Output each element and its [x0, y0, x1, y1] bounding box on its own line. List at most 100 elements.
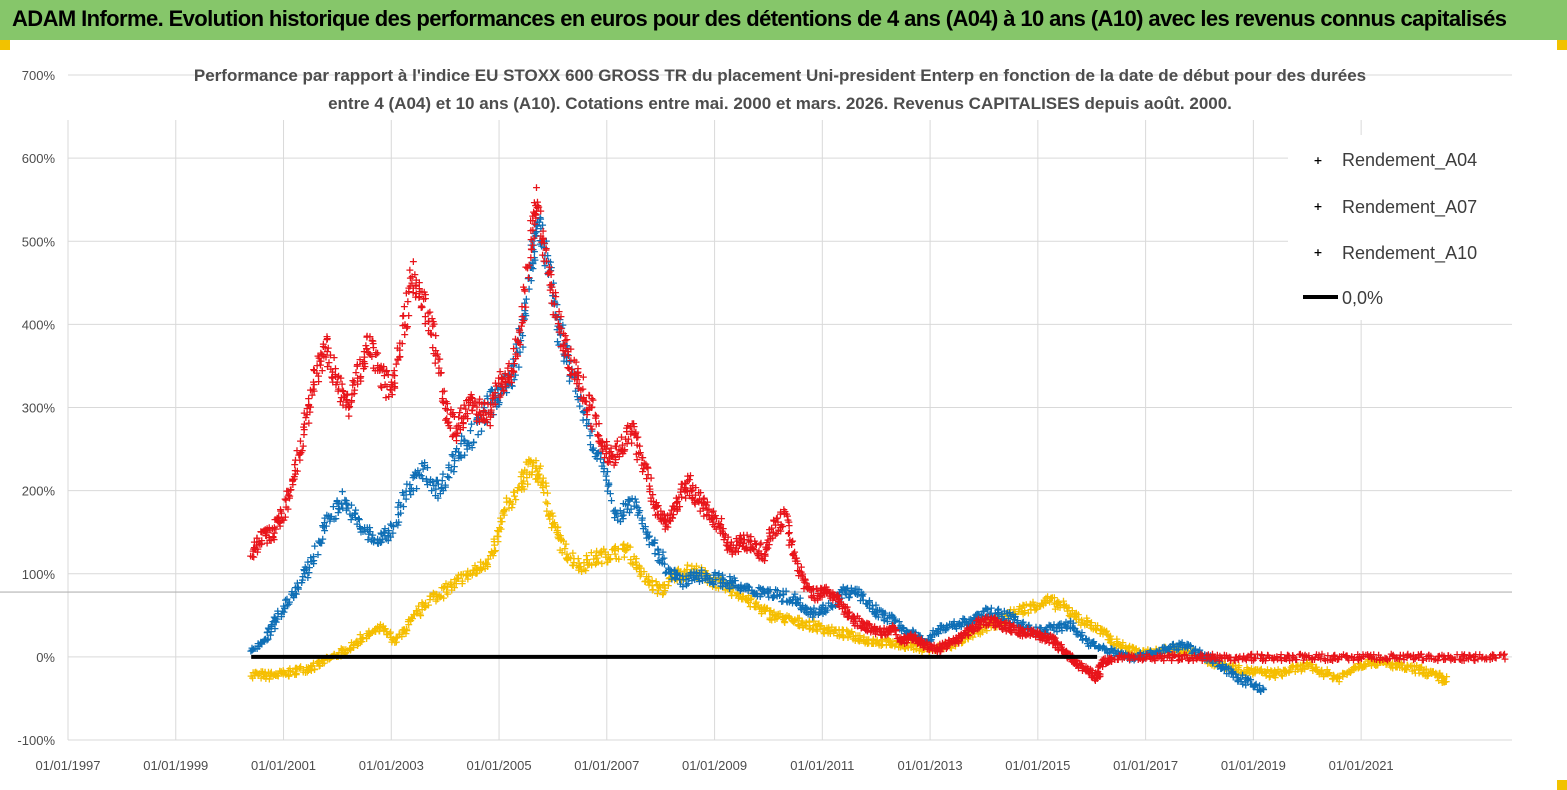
scatter-point: + — [454, 569, 463, 582]
scatter-point: + — [295, 661, 304, 674]
scatter-point: + — [315, 660, 324, 673]
scatter-point: + — [283, 503, 292, 516]
scatter-point: + — [301, 666, 310, 679]
scatter-point: + — [556, 531, 565, 544]
scatter-point: + — [292, 662, 301, 675]
scatter-point: + — [517, 465, 526, 478]
scatter-point: + — [274, 669, 283, 682]
scatter-point: + — [271, 667, 280, 680]
scatter-point: + — [421, 596, 430, 609]
scatter-point: + — [370, 625, 379, 638]
scatter-point: + — [576, 560, 585, 573]
scatter-point: + — [260, 670, 269, 683]
scatter-point: + — [404, 309, 413, 322]
scatter-point: + — [554, 532, 563, 545]
scatter-point: + — [330, 648, 339, 661]
scatter-point: + — [490, 539, 499, 552]
scatter-point: + — [589, 552, 598, 565]
scatter-point: + — [251, 666, 260, 679]
corner-mark-bottom-right — [1557, 780, 1567, 790]
scatter-point: + — [429, 586, 438, 599]
scatter-point: + — [489, 532, 498, 545]
scatter-point: + — [476, 556, 485, 569]
scatter-point: + — [470, 559, 479, 572]
scatter-point: + — [362, 632, 371, 645]
scatter-point: + — [257, 665, 266, 678]
scatter-point: + — [292, 667, 301, 680]
scatter-point: + — [513, 350, 522, 363]
scatter-point: + — [424, 598, 433, 611]
scatter-point: + — [312, 656, 321, 669]
scatter-point: + — [315, 655, 324, 668]
scatter-point: + — [592, 551, 601, 564]
scatter-point: + — [520, 283, 529, 296]
scatter-point: + — [466, 567, 475, 580]
scatter-point: + — [341, 647, 350, 660]
scatter-point: + — [557, 533, 566, 546]
scatter-point: + — [436, 366, 445, 379]
scatter-point: + — [513, 481, 522, 494]
scatter-point: + — [494, 525, 503, 538]
scatter-point: + — [487, 545, 496, 558]
scatter-point: + — [539, 471, 548, 484]
scatter-point: + — [290, 668, 299, 681]
scatter-point: + — [306, 660, 315, 673]
scatter-point: + — [493, 530, 502, 543]
scatter-point: + — [452, 572, 461, 585]
scatter-point: + — [574, 563, 583, 576]
scatter-point: + — [532, 181, 541, 194]
scatter-point: + — [450, 573, 459, 586]
scatter-point: + — [259, 668, 268, 681]
scatter-point: + — [518, 476, 527, 489]
scatter-point: + — [354, 637, 363, 650]
scatter-point: + — [432, 588, 441, 601]
scatter-point: + — [408, 612, 417, 625]
x-tick-label: 01/01/2017 — [1113, 758, 1178, 773]
scatter-point: + — [247, 669, 256, 682]
scatter-point: + — [398, 623, 407, 636]
scatter-point: + — [523, 457, 532, 470]
scatter-point: + — [386, 631, 395, 644]
scatter-point: + — [491, 544, 500, 557]
scatter-point: + — [416, 609, 425, 622]
performance-chart: ++++++++++++++++++++++++++++++++++++++++… — [0, 66, 1514, 773]
scatter-point: + — [286, 664, 295, 677]
scatter-point: + — [508, 497, 517, 510]
scatter-point: + — [552, 526, 561, 539]
scatter-point: + — [463, 564, 472, 577]
scatter-point: + — [339, 643, 348, 656]
scatter-point: + — [557, 546, 566, 559]
scatter-point: + — [543, 497, 552, 510]
scatter-point: + — [437, 581, 446, 594]
scatter-point: + — [346, 643, 355, 656]
scatter-point: + — [304, 664, 313, 677]
legend-label-a10: Rendement_A10 — [1342, 243, 1477, 264]
scatter-point: + — [465, 567, 474, 580]
scatter-point: + — [585, 556, 594, 569]
scatter-point: + — [352, 635, 361, 648]
scatter-point: + — [532, 472, 541, 485]
scatter-point: + — [356, 632, 365, 645]
scatter-point: + — [490, 535, 499, 548]
scatter-point: + — [442, 586, 451, 599]
scatter-point: + — [412, 606, 421, 619]
grid-layer — [0, 74, 1512, 741]
scatter-point: + — [291, 662, 300, 675]
scatter-point: + — [382, 628, 391, 641]
scatter-point: + — [534, 468, 543, 481]
scatter-point: + — [569, 556, 578, 569]
scatter-point: + — [601, 550, 610, 563]
scatter-point: + — [502, 495, 511, 508]
scatter-point: + — [250, 666, 259, 679]
scatter-point: + — [362, 627, 371, 640]
scatter-point: + — [412, 604, 421, 617]
scatter-point: + — [566, 552, 575, 565]
scatter-point: + — [248, 666, 257, 679]
scatter-point: + — [368, 626, 377, 639]
scatter-point: + — [1500, 648, 1509, 661]
scatter-point: + — [248, 671, 257, 684]
scatter-point: + — [315, 659, 324, 672]
scatter-point: + — [1258, 681, 1267, 694]
scatter-point: + — [349, 641, 358, 654]
scatter-point: + — [375, 624, 384, 637]
